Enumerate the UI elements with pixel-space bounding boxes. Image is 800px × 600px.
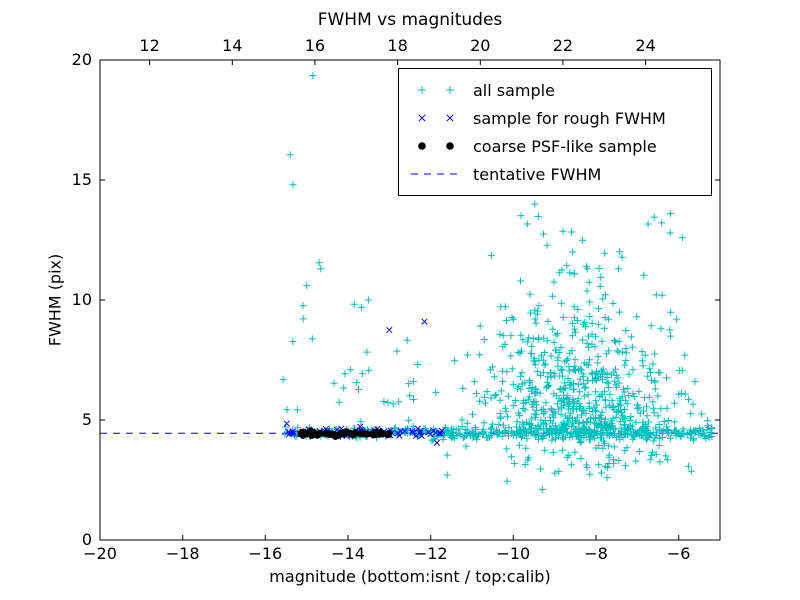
x-bottom-tick-label: −12 bbox=[414, 544, 448, 563]
psf-sample-dot bbox=[371, 430, 379, 439]
legend-row: tentative FWHM bbox=[407, 160, 701, 188]
y-tick-label: 15 bbox=[72, 170, 92, 189]
y-tick-label: 5 bbox=[82, 410, 92, 429]
legend-label: coarse PSF-like sample bbox=[473, 136, 657, 156]
x-bottom-tick-label: −6 bbox=[667, 544, 691, 563]
psf-sample-dot bbox=[334, 431, 343, 439]
psf-sample-dot bbox=[351, 428, 359, 437]
legend-row: sample for rough FWHM bbox=[407, 104, 701, 132]
x-top-tick-label: 18 bbox=[387, 36, 407, 55]
rough-fwhm-markers bbox=[283, 318, 446, 446]
x-bottom-tick-label: −8 bbox=[584, 544, 608, 563]
all-sample-markers bbox=[279, 72, 716, 494]
y-tick-label: 10 bbox=[72, 290, 92, 309]
legend-label: sample for rough FWHM bbox=[473, 108, 666, 128]
psf-sample-dot bbox=[378, 430, 386, 438]
x-marker-icon bbox=[418, 114, 454, 122]
x-top-tick-label: 14 bbox=[222, 36, 242, 55]
x-bottom-tick-label: −10 bbox=[496, 544, 530, 563]
y-axis-label: FWHM (pix) bbox=[45, 253, 65, 347]
legend-label: all sample bbox=[473, 80, 555, 100]
x-bottom-tick-label: −18 bbox=[166, 544, 200, 563]
x-bottom-tick-label: −14 bbox=[331, 544, 365, 563]
x-bottom-tick-label: −20 bbox=[83, 544, 117, 563]
x-top-tick-label: 12 bbox=[139, 36, 159, 55]
psf-sample-dot bbox=[384, 430, 392, 438]
chart-title: FWHM vs magnitudes bbox=[317, 10, 503, 30]
dashed-line-icon bbox=[411, 173, 461, 175]
plus-marker-icon bbox=[418, 86, 454, 94]
psf-sample-dot bbox=[325, 430, 333, 438]
x-axis-label: magnitude (bottom:isnt / top:calib) bbox=[269, 567, 551, 586]
y-tick-label: 20 bbox=[72, 50, 92, 69]
psf-sample-dot bbox=[314, 430, 322, 438]
x-top-tick-label: 16 bbox=[305, 36, 325, 55]
x-top-tick-label: 22 bbox=[553, 36, 573, 55]
y-tick-label: 0 bbox=[82, 530, 92, 549]
dot-marker-icon bbox=[418, 142, 454, 150]
x-top-tick-label: 20 bbox=[470, 36, 490, 55]
psf-sample-dot bbox=[304, 429, 312, 438]
legend: all sample sample for rough FWHM coarse PS… bbox=[398, 68, 712, 196]
legend-row: all sample bbox=[407, 76, 701, 104]
x-top-tick-label: 24 bbox=[635, 36, 655, 55]
x-bottom-tick-label: −16 bbox=[248, 544, 282, 563]
legend-row: coarse PSF-like sample bbox=[407, 132, 701, 160]
legend-label: tentative FWHM bbox=[473, 164, 602, 184]
